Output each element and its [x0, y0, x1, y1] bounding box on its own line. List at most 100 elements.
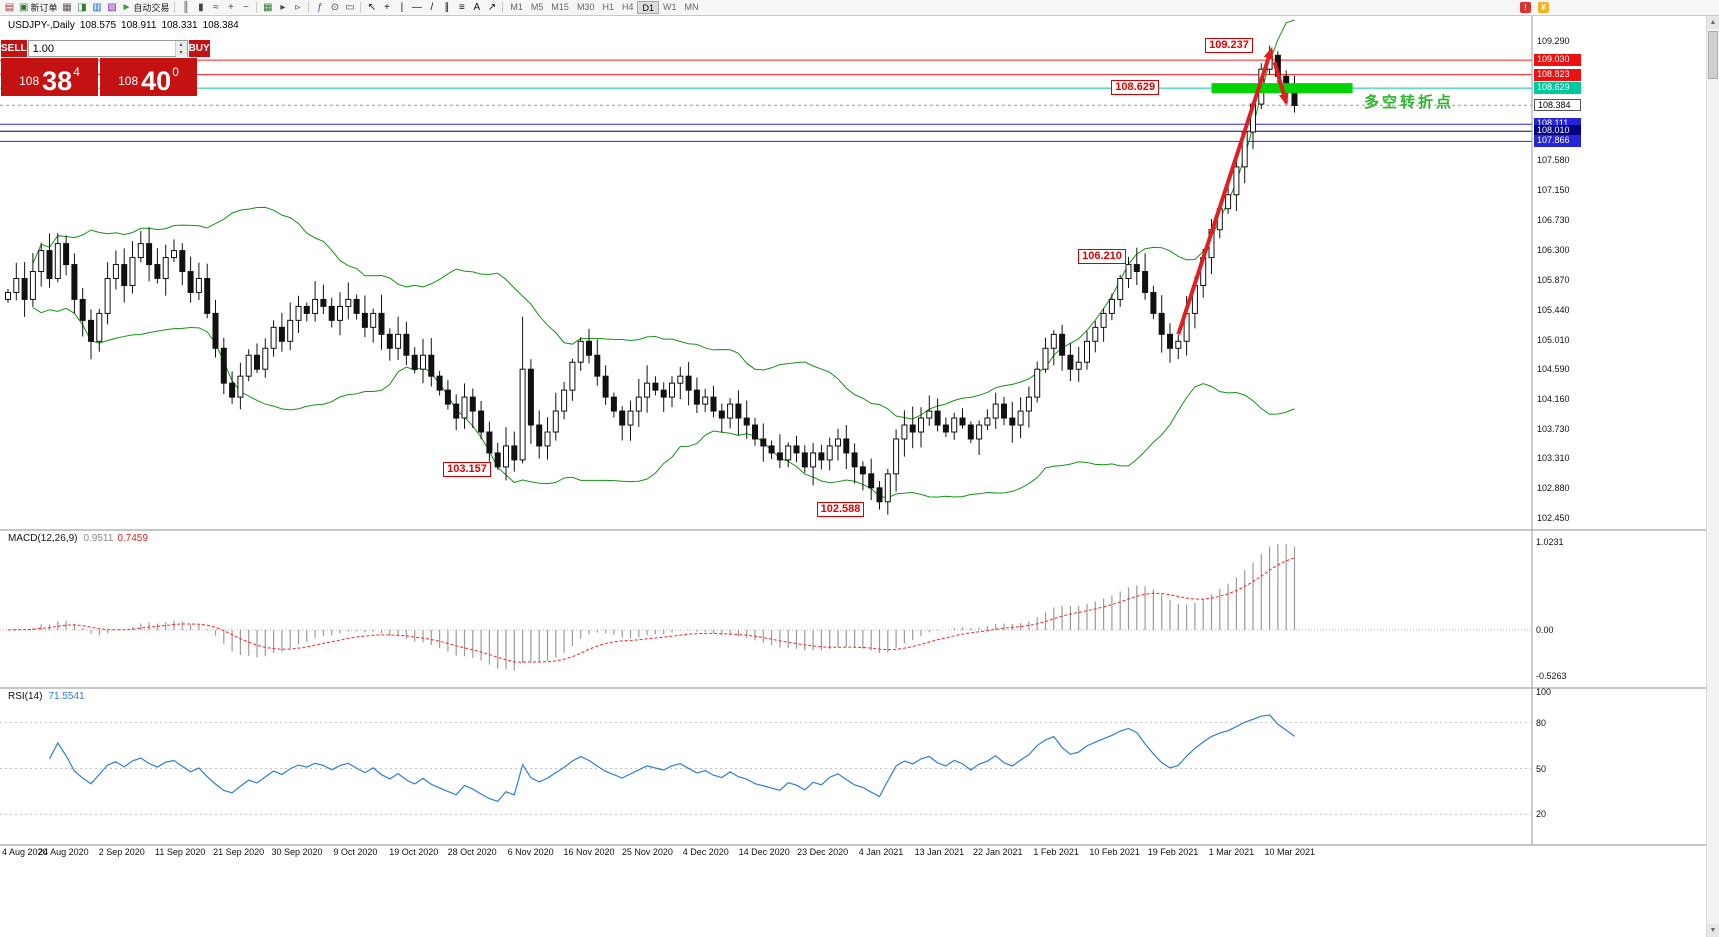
crosshair-icon: + [383, 1, 390, 13]
vertical-line-icon[interactable]: | [394, 1, 409, 15]
navigator-icon[interactable]: ▧ [104, 1, 119, 15]
line-chart-icon[interactable]: ≈ [208, 1, 223, 15]
templates-icon[interactable]: ▭ [342, 1, 357, 15]
ohlc-high: 108.911 [121, 20, 157, 31]
symbol-chart-icon: ▤ [4, 1, 15, 13]
timeframe-m1-button[interactable]: M1 [510, 2, 523, 12]
auto-trading-button[interactable]: ► 自动交易 [119, 1, 171, 15]
timeframe-m30-button[interactable]: M30 [576, 2, 595, 12]
tile-windows-icon[interactable]: ▦ [260, 1, 275, 15]
sell-price-pips: 38 [42, 66, 73, 96]
periods-icon[interactable]: ⊙ [327, 1, 342, 15]
rsi-value: 71.5541 [48, 691, 85, 702]
text-icon: A [473, 1, 481, 13]
arrows-icon: ↗ [487, 1, 497, 13]
bollinger-upper-band [32, 19, 1295, 420]
crosshair-icon[interactable]: + [379, 1, 394, 15]
chart-title: USDJPY-,Daily 108.575 108.911 108.331 108.38… [8, 20, 244, 31]
horizontal-level-lines[interactable] [0, 59, 1532, 142]
turning-point-note[interactable]: 多空转折点 [1364, 94, 1455, 111]
buy-price-pips: 40 [141, 66, 172, 96]
equidistant-channel-icon: ∥ [444, 1, 450, 13]
new-order-button[interactable]: ▣ 新订单 [17, 1, 59, 15]
market-watch-icon: ▥ [92, 1, 102, 13]
trend-arrow-1 [1176, 46, 1274, 335]
timeframe-m5-button[interactable]: M5 [530, 2, 544, 12]
ohlc-low: 108.331 [161, 20, 198, 31]
zoom-out-icon: − [242, 1, 249, 13]
rsi-name: RSI(14) [8, 691, 43, 702]
fibonacci-icon[interactable]: ≡ [454, 1, 469, 15]
news-icon[interactable]: ¥ [1538, 2, 1549, 13]
zoom-out-icon[interactable]: − [238, 1, 253, 15]
toolbar-separator [174, 2, 176, 13]
arrows-icon[interactable]: ↗ [484, 1, 499, 15]
new-order-button: ▣ [19, 1, 29, 13]
indicators-icon[interactable]: ƒ [312, 1, 327, 15]
buy-button[interactable]: BUY [188, 40, 210, 57]
trend-arrows[interactable] [1176, 46, 1289, 335]
cursor-icon[interactable]: ↖ [364, 1, 379, 15]
price-callout-108.629[interactable]: 108.629 [1111, 80, 1160, 96]
vertical-line-icon: | [400, 1, 404, 13]
chart-shift-icon: ▹ [295, 1, 301, 13]
volume-input[interactable] [28, 41, 175, 56]
timeframe-w1-button[interactable]: W1 [663, 2, 677, 12]
toolbar-separator [256, 2, 258, 13]
price-callout-103.157[interactable]: 103.157 [443, 461, 491, 477]
volume-box: ▴ ▾ [27, 40, 188, 57]
macd-signal-line [7, 557, 1295, 663]
chart-windows-icon[interactable]: ▦ [59, 1, 74, 15]
timeframe-h1-button[interactable]: H1 [602, 2, 614, 12]
timeframe-h4-button[interactable]: H4 [621, 2, 634, 12]
alert-icon[interactable]: ! [1520, 2, 1531, 13]
profiles-icon[interactable]: ◨ [74, 1, 89, 15]
symbol-chart-icon[interactable]: ▤ [2, 1, 17, 15]
timeframe-m15-button[interactable]: M15 [551, 2, 569, 12]
sell-price-display[interactable]: 108 38 4 [1, 58, 98, 96]
price-callout-109.237[interactable]: 109.237 [1205, 37, 1253, 53]
price-callout-102.588[interactable]: 102.588 [816, 501, 865, 517]
scroll-down-arrow-icon[interactable]: ▼ [1707, 924, 1719, 937]
volume-down-button[interactable]: ▾ [175, 49, 187, 57]
volume-stepper: ▴ ▾ [174, 41, 187, 57]
horizontal-line-icon[interactable]: — [409, 1, 424, 15]
auto-scroll-icon[interactable]: ▸ [275, 1, 290, 15]
toolbar-separator [502, 2, 504, 13]
panel-separators [0, 16, 1706, 846]
bar-chart-icon[interactable]: ║ [178, 1, 193, 15]
vertical-scrollbar[interactable]: ▲ ▼ [1706, 16, 1719, 937]
timeframe-d1-button[interactable]: D1 [637, 1, 659, 14]
sell-price-point: 4 [73, 65, 80, 79]
buy-price-point: 0 [172, 65, 179, 79]
candlestick-chart-icon[interactable]: ▮ [193, 1, 208, 15]
buy-price-figure: 108 [118, 74, 139, 88]
scrollbar-thumb[interactable] [1708, 31, 1718, 79]
rsi-line [48, 714, 1295, 803]
sell-price-figure: 108 [19, 74, 40, 88]
trend-arrow-2 [1272, 61, 1289, 106]
ohlc-open: 108.575 [79, 20, 117, 31]
market-watch-icon[interactable]: ▥ [89, 1, 104, 15]
zoom-in-icon[interactable]: + [223, 1, 238, 15]
tile-windows-icon: ▦ [263, 1, 273, 13]
auto-scroll-icon: ▸ [280, 1, 286, 13]
price-callout-106.210[interactable]: 106.210 [1078, 248, 1126, 264]
chart-shift-icon[interactable]: ▹ [290, 1, 305, 15]
candlestick-series [5, 45, 1298, 515]
text-icon[interactable]: A [469, 1, 484, 15]
ohlc-close: 108.384 [202, 20, 239, 31]
auto-trading-button: ► [121, 1, 132, 13]
trendline-icon[interactable]: / [424, 1, 439, 15]
scroll-up-arrow-icon[interactable]: ▲ [1707, 16, 1719, 29]
equidistant-channel-icon[interactable]: ∥ [439, 1, 454, 15]
volume-up-button[interactable]: ▴ [175, 41, 187, 49]
sell-button[interactable]: SELL [1, 40, 27, 57]
buy-price-display[interactable]: 108 40 0 [100, 58, 197, 96]
macd-indicator-label: MACD(12,26,9) 0.9511 0.7459 [8, 533, 148, 544]
macd-signal-value: 0.7459 [117, 533, 148, 544]
timeframe-mn-button[interactable]: MN [684, 2, 699, 12]
